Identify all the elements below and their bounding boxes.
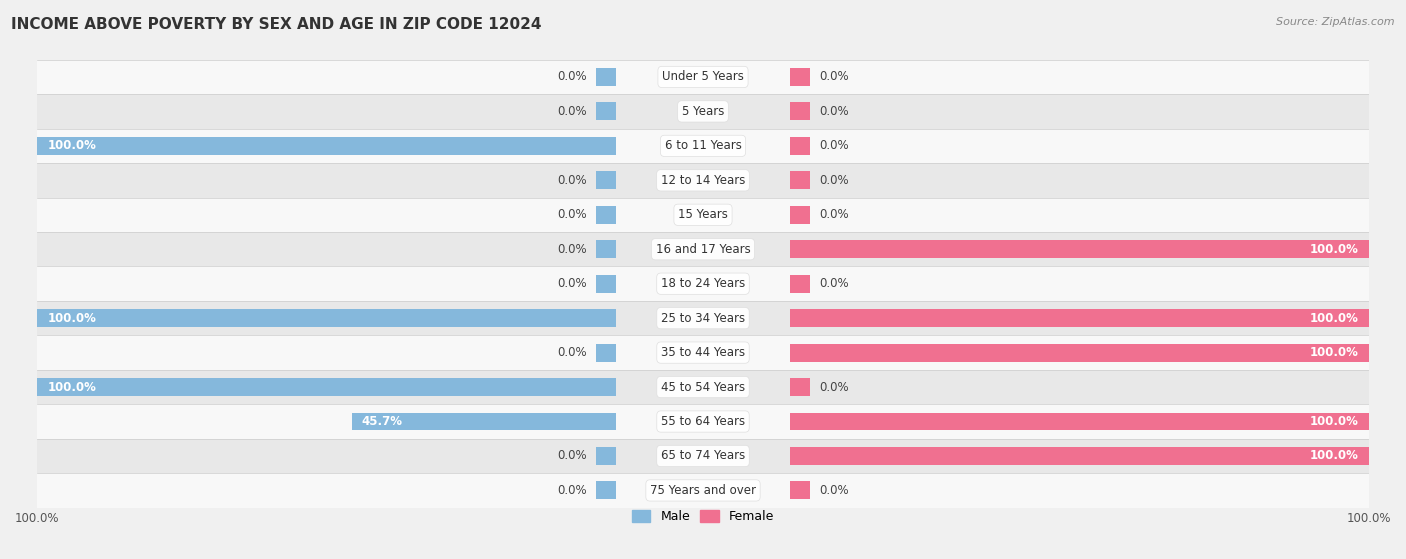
Text: 65 to 74 Years: 65 to 74 Years — [661, 449, 745, 462]
Bar — [596, 447, 616, 465]
Bar — [37, 378, 616, 396]
Bar — [37, 301, 1369, 335]
Bar — [37, 137, 616, 155]
Bar — [37, 232, 1369, 267]
Text: 0.0%: 0.0% — [820, 105, 849, 118]
Text: 0.0%: 0.0% — [820, 70, 849, 83]
Text: 0.0%: 0.0% — [820, 139, 849, 153]
Text: 100.0%: 100.0% — [1310, 346, 1358, 359]
Text: 100.0%: 100.0% — [1310, 312, 1358, 325]
Text: 45.7%: 45.7% — [361, 415, 402, 428]
Text: 0.0%: 0.0% — [557, 105, 586, 118]
Text: 0.0%: 0.0% — [557, 174, 586, 187]
Bar — [37, 335, 1369, 370]
Bar — [37, 94, 1369, 129]
Text: 100.0%: 100.0% — [1310, 243, 1358, 255]
Bar — [37, 60, 1369, 94]
Text: 0.0%: 0.0% — [820, 174, 849, 187]
Text: 6 to 11 Years: 6 to 11 Years — [665, 139, 741, 153]
Bar — [790, 481, 810, 499]
Text: 25 to 34 Years: 25 to 34 Years — [661, 312, 745, 325]
Bar — [790, 68, 810, 86]
Bar — [790, 309, 1369, 327]
Text: 55 to 64 Years: 55 to 64 Years — [661, 415, 745, 428]
Bar — [596, 206, 616, 224]
Text: 0.0%: 0.0% — [820, 381, 849, 394]
Bar — [37, 473, 1369, 508]
Bar — [790, 206, 810, 224]
Bar — [37, 197, 1369, 232]
Bar — [790, 274, 810, 293]
Bar — [596, 274, 616, 293]
Bar — [596, 481, 616, 499]
Text: 100.0%: 100.0% — [1310, 415, 1358, 428]
Bar — [596, 102, 616, 120]
Bar — [37, 163, 1369, 197]
Legend: Male, Female: Male, Female — [627, 505, 779, 528]
Text: Source: ZipAtlas.com: Source: ZipAtlas.com — [1277, 17, 1395, 27]
Text: 0.0%: 0.0% — [557, 209, 586, 221]
Bar — [790, 378, 810, 396]
Text: 18 to 24 Years: 18 to 24 Years — [661, 277, 745, 290]
Bar — [352, 413, 616, 430]
Text: 0.0%: 0.0% — [557, 243, 586, 255]
Text: 35 to 44 Years: 35 to 44 Years — [661, 346, 745, 359]
Bar — [37, 309, 616, 327]
Bar — [790, 172, 810, 190]
Text: 0.0%: 0.0% — [557, 484, 586, 497]
Text: 0.0%: 0.0% — [557, 277, 586, 290]
Text: 12 to 14 Years: 12 to 14 Years — [661, 174, 745, 187]
Text: 0.0%: 0.0% — [557, 70, 586, 83]
Text: INCOME ABOVE POVERTY BY SEX AND AGE IN ZIP CODE 12024: INCOME ABOVE POVERTY BY SEX AND AGE IN Z… — [11, 17, 541, 32]
Text: Under 5 Years: Under 5 Years — [662, 70, 744, 83]
Text: 75 Years and over: 75 Years and over — [650, 484, 756, 497]
Bar — [596, 344, 616, 362]
Text: 0.0%: 0.0% — [820, 277, 849, 290]
Bar — [37, 439, 1369, 473]
Text: 0.0%: 0.0% — [820, 209, 849, 221]
Bar — [596, 172, 616, 190]
Bar — [790, 344, 1369, 362]
Text: 45 to 54 Years: 45 to 54 Years — [661, 381, 745, 394]
Text: 100.0%: 100.0% — [48, 381, 96, 394]
Text: 0.0%: 0.0% — [820, 484, 849, 497]
Bar — [37, 129, 1369, 163]
Bar — [596, 240, 616, 258]
Text: 15 Years: 15 Years — [678, 209, 728, 221]
Bar — [596, 68, 616, 86]
Text: 100.0%: 100.0% — [1310, 449, 1358, 462]
Bar — [790, 240, 1369, 258]
Bar — [37, 267, 1369, 301]
Bar — [37, 370, 1369, 404]
Text: 16 and 17 Years: 16 and 17 Years — [655, 243, 751, 255]
Text: 0.0%: 0.0% — [557, 449, 586, 462]
Bar — [790, 102, 810, 120]
Text: 100.0%: 100.0% — [48, 312, 96, 325]
Bar — [790, 413, 1369, 430]
Bar — [37, 404, 1369, 439]
Text: 100.0%: 100.0% — [48, 139, 96, 153]
Bar — [790, 447, 1369, 465]
Text: 5 Years: 5 Years — [682, 105, 724, 118]
Bar — [790, 137, 810, 155]
Text: 0.0%: 0.0% — [557, 346, 586, 359]
